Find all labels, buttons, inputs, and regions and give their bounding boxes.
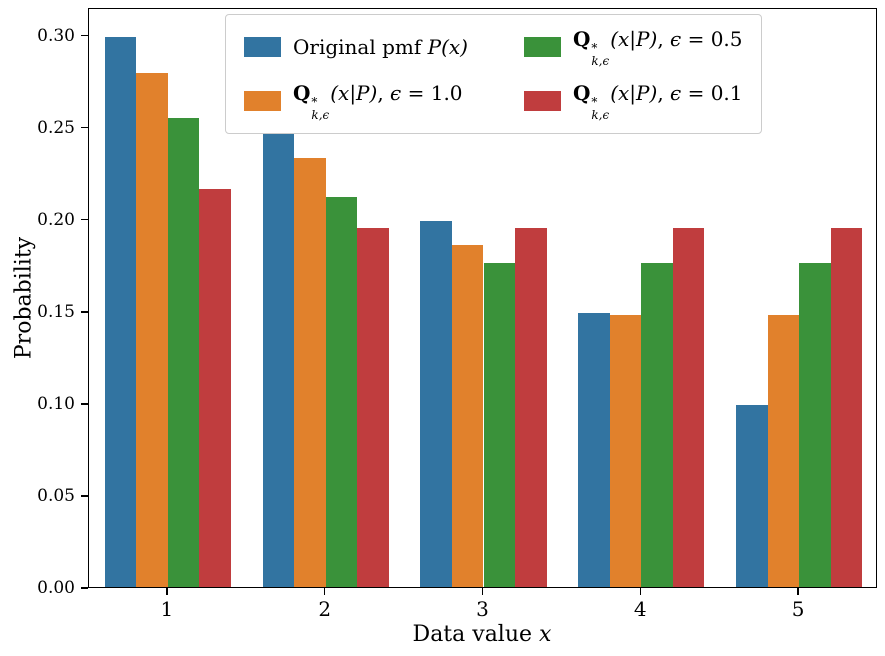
legend: Original pmf P(x) Q * k,ϵ (x|P), ϵ = 0.5 Q * k,… (225, 14, 762, 135)
label-segment: P(x) (427, 35, 468, 60)
bar (515, 228, 547, 587)
legend-entry: Q * k,ϵ (x|P), ϵ = 1.0 (244, 81, 468, 121)
legend-label: Q * k,ϵ (x|P), ϵ = 0.5 (573, 27, 743, 67)
legend-swatch (523, 37, 561, 58)
x-tick-mark (481, 588, 484, 595)
x-tick-mark (797, 588, 799, 595)
bar (609, 314, 642, 587)
y-tick-mark (81, 218, 88, 221)
x-tick-mark (323, 588, 326, 595)
bar (325, 196, 358, 587)
x-tick-mark (639, 588, 642, 595)
label-segment: = 0.1 (681, 81, 743, 106)
bar (136, 73, 168, 587)
bar (199, 189, 231, 587)
y-tick-label: 0.15 (37, 301, 75, 322)
label-segment: , (377, 81, 391, 106)
legend-entry: Q * k,ϵ (x|P), ϵ = 0.5 (523, 27, 743, 67)
x-tick-label: 2 (318, 597, 332, 621)
x-tick-label: 5 (791, 597, 805, 621)
bar (735, 404, 768, 587)
legend-swatch (523, 91, 561, 112)
label-segment: = 0.5 (681, 27, 743, 51)
label-segment: = 1.0 (401, 81, 463, 106)
y-tick-label: 0.25 (37, 117, 75, 138)
y-tick-mark (81, 495, 88, 497)
label-segment: x (539, 622, 552, 647)
bar (578, 312, 610, 587)
script-group: * k,ϵ (591, 95, 610, 122)
label-segment: Original pmf (293, 35, 428, 60)
bar (294, 158, 326, 587)
legend-entry: Original pmf P(x) (244, 35, 468, 59)
legend-label: Q * k,ϵ (x|P), ϵ = 0.1 (573, 81, 743, 121)
bar (167, 117, 200, 587)
label-segment: ϵ (670, 27, 682, 51)
y-tick-mark (81, 403, 88, 405)
bar (767, 314, 800, 587)
x-tick-mark (166, 588, 168, 595)
y-tick-label: 0.30 (37, 25, 75, 46)
y-tick-label: 0.00 (37, 578, 75, 598)
bar (641, 263, 673, 587)
y-tick-mark (81, 587, 88, 589)
y-axis-label: Probability (11, 236, 37, 360)
legend-label: Q * k,ϵ (x|P), ϵ = 1.0 (293, 81, 463, 121)
x-tick-label: 1 (160, 597, 174, 621)
x-tick-label: 3 (476, 597, 489, 621)
y-tick-mark (81, 34, 88, 37)
legend-swatch (244, 37, 281, 58)
label-segment: (x|P) (610, 81, 658, 106)
label-segment: ϵ (390, 81, 402, 106)
x-tick-label: 4 (633, 597, 647, 621)
label-segment: Q (293, 81, 311, 106)
label-segment: Q (572, 81, 591, 106)
y-tick-mark (81, 126, 88, 129)
label-segment: (x|P) (610, 27, 658, 51)
bar (672, 228, 705, 587)
label-segment: ϵ (670, 81, 682, 106)
bar (483, 263, 516, 587)
y-tick-label: 0.20 (37, 209, 75, 230)
bar (799, 263, 831, 587)
label-segment: , (657, 27, 671, 51)
label-segment: Data value (412, 622, 540, 647)
script-group: * k,ϵ (591, 41, 610, 68)
y-tick-label: 0.05 (37, 485, 75, 506)
label-segment: Q (572, 27, 591, 51)
bar (420, 220, 452, 587)
label-segment: , (657, 81, 671, 106)
x-axis-label: Data value x (413, 622, 552, 647)
bar (262, 128, 295, 587)
y-tick-mark (81, 311, 88, 313)
bar (830, 228, 863, 587)
y-tick-label: 0.10 (37, 393, 75, 414)
legend-entry: Q * k,ϵ (x|P), ϵ = 0.1 (523, 81, 743, 121)
legend-swatch (244, 91, 281, 112)
bar (104, 36, 137, 587)
bar (357, 228, 389, 587)
bar (451, 244, 484, 587)
label-segment: (x|P) (330, 81, 378, 106)
script-group: * k,ϵ (311, 95, 330, 122)
legend-label: Original pmf P(x) (293, 35, 468, 59)
